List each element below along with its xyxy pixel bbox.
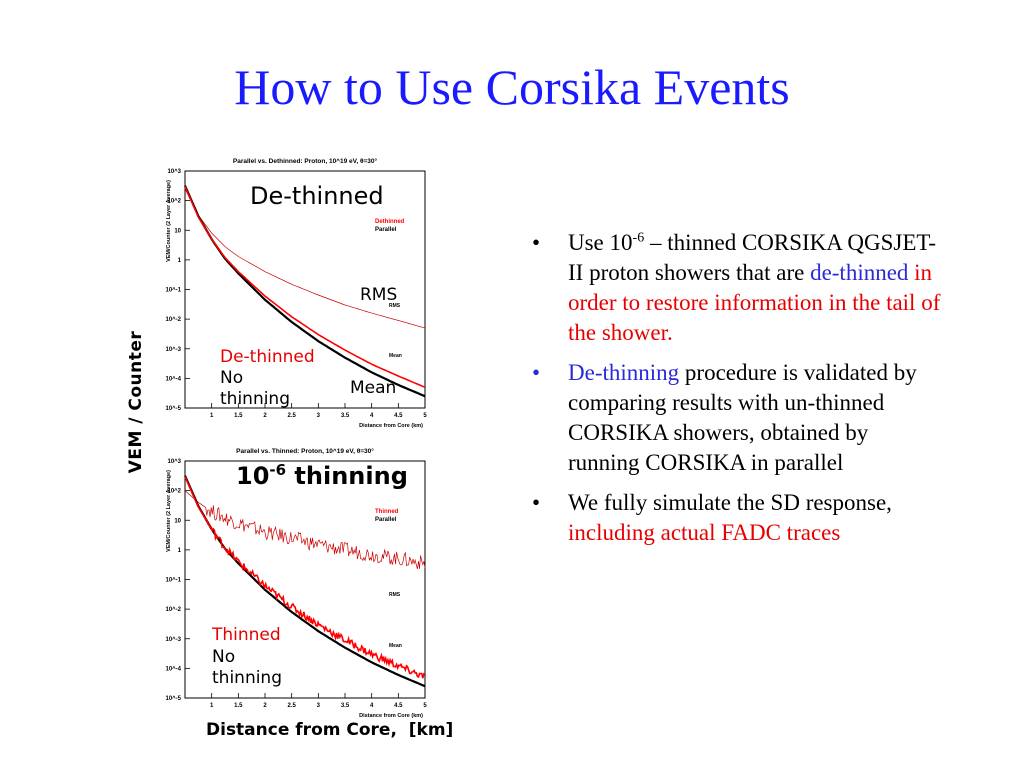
x-tick-label: 1.5 [234,413,243,419]
thinned-big-title-base: 10 [236,462,270,490]
bullet-text-part: Use 10 [568,230,633,255]
x-axis-title: Distance from Core (km) [359,713,423,719]
y-tick-label: 10^-3 [165,637,181,643]
thinned-big-title: 10-6 thinning [236,462,408,490]
y-tick-label: 10^3 [167,169,181,175]
y-tick-label: 10^-2 [165,607,181,613]
y-axis-title: VEM/Counter (2 Layer Average) [166,470,172,552]
bullet-dot-icon: • [532,360,541,385]
thinned-legend-black-1: No [212,647,236,667]
legend-entry-black: Parallel [375,227,397,233]
x-tick-label: 4 [370,413,374,419]
x-tick-label: 5 [423,413,427,419]
y-tick-label: 10^-1 [165,578,181,584]
y-tick-label: 1 [178,258,182,264]
y-axis-label-wrap: VEM / Counter [122,304,152,504]
y-tick-label: 10^2 [167,199,181,205]
legend-entry-black: Parallel [375,517,397,523]
series-line-rms [184,188,426,329]
dethinned-rms-label: RMS [360,285,398,305]
bullet-item: • Use 10-6 – thinned CORSIKA QGSJET-II pr… [532,228,942,348]
x-tick-label: 2 [263,703,267,709]
x-tick-label: 4.5 [394,413,403,419]
rms-small-label: RMS [389,592,401,598]
thinned-legend-red: Thinned [212,625,281,645]
chart-title: Parallel vs. Thinned: Proton, 10^19 eV, … [236,447,374,455]
bullet-item: • De-thinning procedure is validated by c… [532,358,942,478]
chart-title: Parallel vs. Dethinned: Proton, 10^19 eV… [233,157,378,165]
bullet-text-part: procedure is validated by comparing resu… [568,360,917,475]
mean-small-label: Mean [389,353,402,359]
dethinned-big-title: De-thinned [250,182,384,210]
thinned-big-title-rest: thinning [286,462,408,490]
bullet-item: • We fully simulate the SD response, incl… [532,488,942,548]
rms-small-label: RMS [389,303,401,309]
y-tick-label: 1 [178,548,182,554]
bullet-text-part: De-thinning [568,360,680,385]
bullet-text-part: – thinned CORSIKA QGSJET-II proton showe… [568,230,936,285]
bullet-list: • Use 10-6 – thinned CORSIKA QGSJET-II pr… [532,228,942,558]
x-tick-label: 2.5 [287,413,296,419]
legend-entry-red: Thinned [375,509,399,515]
thinned-chart: Parallel vs. Thinned: Proton, 10^19 eV, … [165,447,427,719]
x-tick-label: 2.5 [287,703,296,709]
y-tick-label: 10^3 [167,459,181,465]
mean-small-label: Mean [389,643,402,649]
x-axis-title: Distance from Core (km) [359,423,423,429]
thinned-legend-black-2: thinning [212,668,283,688]
dethinned-legend-red: De-thinned [220,347,315,367]
bullet-dot-icon: • [532,490,541,515]
y-tick-label: 10^-2 [165,317,181,323]
y-axis-title: VEM/Counter (2 Layer Average) [166,180,172,262]
y-tick-label: 10 [174,228,181,234]
dethinned-chart: Parallel vs. Dethinned: Proton, 10^19 eV… [165,157,427,429]
bullet-text-part: de-thinned [810,260,909,285]
y-tick-label: 10^-5 [165,696,181,702]
bullet-text-part: including actual FADC traces [568,520,841,545]
x-tick-label: 4 [370,703,374,709]
x-tick-label: 1 [210,413,214,419]
y-tick-label: 10^2 [167,489,181,495]
y-tick-label: 10^-4 [165,666,181,672]
y-tick-label: 10^-3 [165,347,181,353]
series-line-rms [184,490,426,569]
x-tick-label: 1.5 [234,703,243,709]
series-line-thinned [184,476,426,679]
x-tick-label: 3 [317,703,321,709]
x-tick-label: 5 [423,703,427,709]
y-tick-label: 10^-5 [165,406,181,412]
series-line-dethinned [184,186,426,389]
thinned-big-title-exp: -6 [269,461,287,479]
slide-title: How to Use Corsika Events [234,59,790,115]
x-tick-label: 3.5 [341,413,350,419]
dethinned-legend-black-1: No [220,368,244,388]
dethinned-mean-label: Mean [350,378,397,398]
bullet-text-part: We fully simulate the SD response, [568,490,892,515]
y-tick-label: 10^-4 [165,376,181,382]
legend-entry-red: Dethinned [375,219,405,225]
x-tick-label: 1 [210,703,214,709]
x-tick-label: 3.5 [341,703,350,709]
bullet-text-part: in order to restore information in the t… [568,260,941,345]
bullet-dot-icon: • [532,230,541,255]
y-axis-label: VEM / Counter [126,330,146,474]
dethinned-legend-black-2: thinning [220,389,291,409]
y-tick-label: 10^-1 [165,288,181,294]
x-tick-label: 2 [263,413,267,419]
x-axis-label: Distance from Core, [km] [206,720,454,740]
x-tick-label: 3 [317,413,321,419]
bullet-text-part: -6 [632,230,645,246]
x-tick-label: 4.5 [394,703,403,709]
y-tick-label: 10 [174,518,181,524]
